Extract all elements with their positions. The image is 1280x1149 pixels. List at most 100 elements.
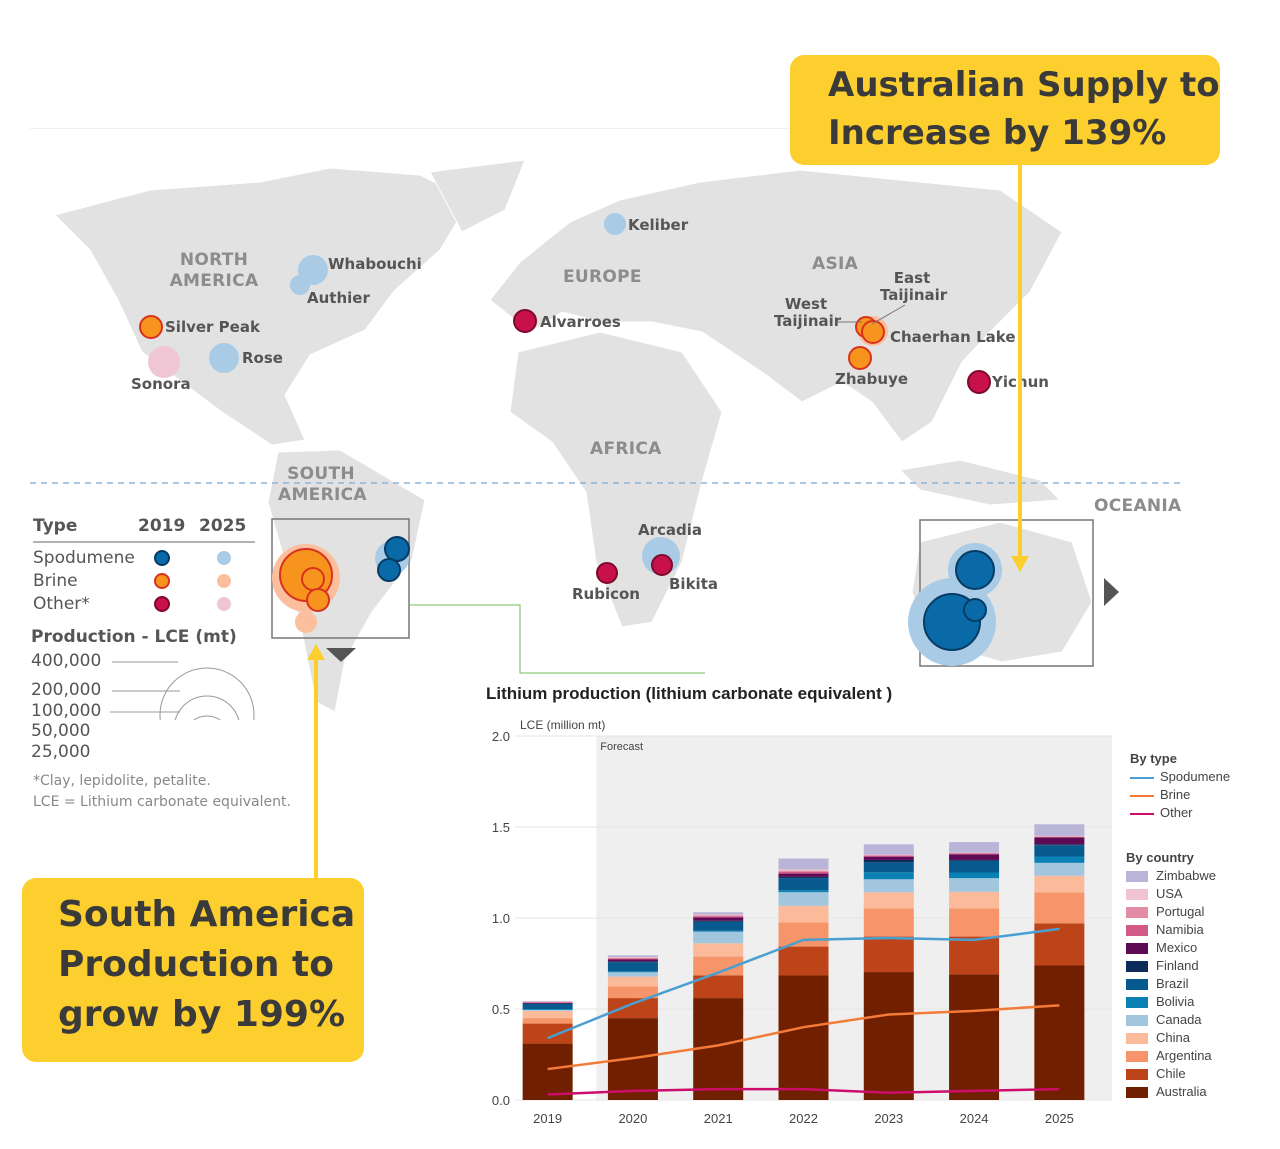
bar-segment-bolivia [693, 930, 744, 932]
forecast-label: Forecast [600, 741, 643, 753]
legend-swatch [1126, 925, 1148, 937]
bar-segment-zimbabwe [863, 844, 914, 855]
south-america-inset-box [271, 518, 410, 639]
bar-segment-chile [778, 946, 829, 976]
bar-segment-portugal [1034, 836, 1085, 837]
bubble-sa-brine-2025 [295, 611, 317, 633]
site-label: Bikita [669, 575, 718, 593]
bar-segment-argentina [778, 922, 829, 947]
legend-type-other: Other* [33, 594, 90, 614]
legend-swatch [1126, 997, 1148, 1009]
site-label: Rubicon [572, 585, 640, 603]
divider [30, 128, 1180, 129]
x-tick-label: 2025 [1045, 1111, 1074, 1126]
bar-segment-canada [863, 879, 914, 893]
legend-swatch [1126, 889, 1148, 901]
site-label: Sonora [131, 375, 191, 393]
bar-segment-chile [522, 1023, 573, 1044]
site-label: Rose [242, 349, 283, 367]
bar-segment-usa [607, 957, 658, 958]
legend-item-finland: Finland [1126, 958, 1199, 973]
connector-line [410, 604, 705, 674]
site-label: Chaerhan Lake [890, 328, 1016, 346]
bar-segment-argentina [607, 986, 658, 999]
x-tick-label: 2021 [704, 1111, 733, 1126]
legend-item-bolivia: Bolivia [1126, 994, 1194, 1009]
bar-segment-argentina [693, 956, 744, 976]
bar-segment-bolivia [607, 971, 658, 973]
legend-item-usa: USA [1126, 886, 1183, 901]
legend-item-brazil: Brazil [1126, 976, 1189, 991]
legend-type-spodumene: Spodumene [33, 548, 135, 568]
bar-segment-china [693, 943, 744, 957]
legend-item-chile: Chile [1126, 1066, 1186, 1081]
site-label: Alvarroes [540, 313, 621, 331]
bar-segment-namibia [607, 958, 658, 960]
arrow-head-down-icon [1011, 556, 1029, 572]
legend-label: Argentina [1156, 1048, 1212, 1063]
bar-segment-zimbabwe [1034, 824, 1085, 836]
legend-swatch [1126, 1069, 1148, 1081]
bar-segment-portugal [522, 1001, 573, 1003]
bubble-authier [290, 275, 310, 295]
legend-item-zimbabwe: Zimbabwe [1126, 868, 1216, 883]
bar-segment-mexico [693, 917, 744, 921]
legend-label: Finland [1156, 958, 1199, 973]
bubble-sa-brine-small [306, 588, 330, 612]
bar-segment-brazil [607, 962, 658, 972]
legend-label: Chile [1156, 1066, 1186, 1081]
legend-label: Brazil [1156, 976, 1189, 991]
legend-label: Zimbabwe [1156, 868, 1216, 883]
region-asia: ASIA [812, 254, 859, 274]
legend-size: 25,000 [31, 742, 91, 762]
site-label: Arcadia [638, 521, 703, 539]
arrow-head-up-icon [307, 644, 325, 660]
legend-year-2025: 2025 [199, 516, 247, 536]
bar-segment-mexico [1034, 837, 1085, 845]
legend-line-swatch [1130, 812, 1154, 815]
region-africa: AFRICA [590, 439, 662, 459]
bar-segment-zimbabwe [778, 858, 829, 870]
bar-segment-namibia [863, 855, 914, 857]
bubble-brazil-2 [377, 558, 401, 582]
bar-segment-china [778, 905, 829, 923]
site-label: Authier [307, 289, 370, 307]
bar-segment-finland [1034, 844, 1085, 846]
greenland-shape [429, 159, 526, 233]
legend-footnote: LCE = Lithium carbonate equivalent. [33, 794, 291, 810]
y-tick-label: 2.0 [492, 729, 510, 744]
legend-size: 400,000 [31, 651, 102, 671]
bar-segment-zimbabwe [693, 912, 744, 915]
bar-segment-zimbabwe [522, 1000, 573, 1002]
legend-item-brine: Brine [1130, 787, 1190, 802]
north-america-shape [54, 167, 471, 446]
legend-item-spodumene: Spodumene [1130, 769, 1230, 784]
bar-segment-mexico [778, 873, 829, 877]
region-europe: EUROPE [563, 267, 642, 287]
bar-segment-canada [693, 931, 744, 944]
bar-segment-portugal [778, 870, 829, 872]
bar-segment-argentina [863, 908, 914, 937]
bubble-au-1 [955, 550, 995, 590]
legend-swatch [1126, 907, 1148, 919]
callout-australia: Australian Supply to Increase by 139% [790, 55, 1220, 165]
bar-segment-brazil [693, 921, 744, 931]
x-tick-label: 2022 [789, 1111, 818, 1126]
bar-segment-china [949, 891, 1000, 909]
bar-segment-argentina [1034, 892, 1085, 924]
bar-segment-brazil [863, 862, 914, 873]
bar-segment-portugal [607, 957, 658, 959]
bar-segment-portugal [863, 855, 914, 856]
world-map [30, 159, 1180, 720]
bar-segment-brazil [1034, 845, 1085, 857]
legend-swatch [1126, 1033, 1148, 1045]
line-other [547, 1087, 1060, 1096]
legend-label: Spodumene [1160, 769, 1231, 784]
bar-segment-namibia [1034, 836, 1085, 838]
site-label: Whabouchi [328, 255, 422, 273]
legend-line-swatch [1130, 776, 1154, 779]
bar-segment-canada [1034, 862, 1085, 876]
legend-type-header: Type [33, 516, 78, 536]
